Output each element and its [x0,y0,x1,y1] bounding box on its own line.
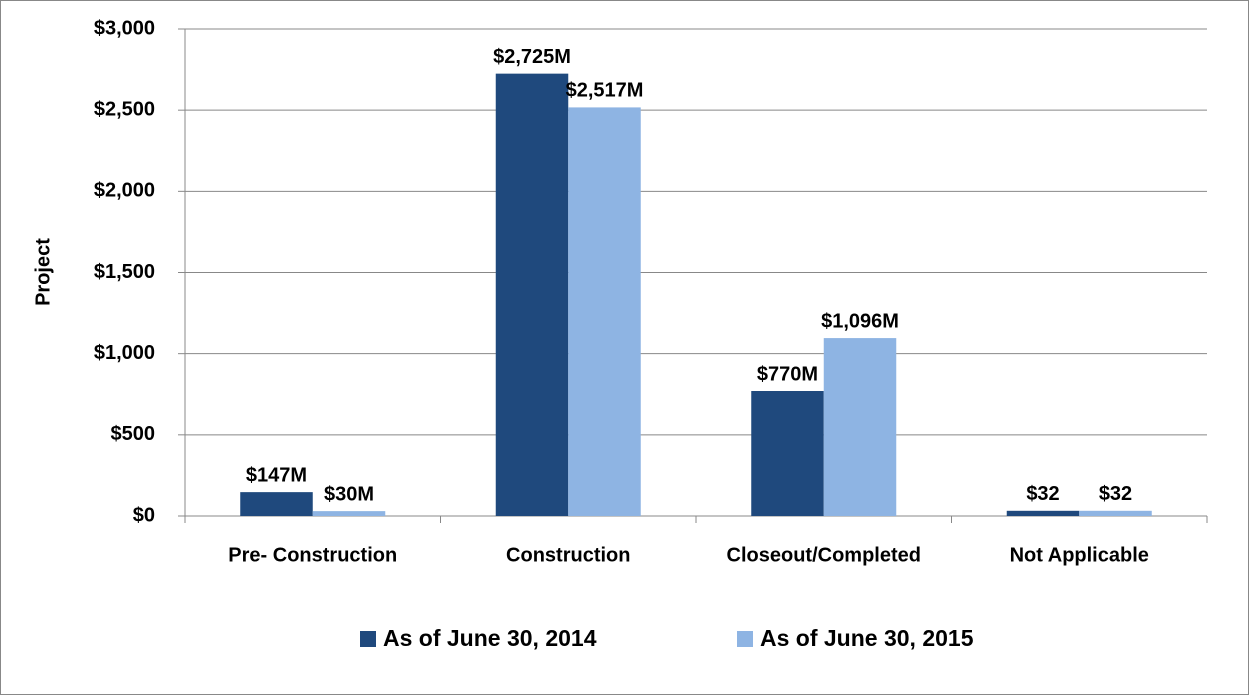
value-label: $1,096M [821,310,899,332]
y-tick-label: $1,000 [94,342,155,364]
bar [823,338,897,516]
legend-swatch [737,631,753,647]
y-tick-label: $500 [111,423,156,445]
bar [1006,510,1080,516]
y-tick-label: $3,000 [94,17,155,39]
legend-label: As of June 30, 2014 [383,625,597,651]
bar [240,492,313,516]
y-tick-label: $1,500 [94,261,155,283]
bar [751,391,824,516]
y-tick-label: $2,500 [94,98,155,120]
y-tick-label: $0 [133,504,155,526]
value-label: $2,725M [493,46,571,68]
value-label: $147M [246,464,307,486]
bar [1079,510,1152,516]
x-tick-label: Construction [506,544,630,566]
legend-swatch [360,631,376,647]
bar [495,73,569,517]
x-tick-label: Not Applicable [1010,544,1149,566]
y-tick-label: $2,000 [94,180,155,202]
y-axis-label: Project [32,238,54,306]
bar [568,107,641,517]
value-label: $770M [757,363,818,385]
value-label: $32 [1026,483,1059,505]
x-tick-label: Closeout/Completed [727,544,921,566]
legend-label: As of June 30, 2015 [760,625,974,651]
bar [312,511,386,516]
x-tick-label: Pre- Construction [228,544,397,566]
value-label: $32 [1099,483,1132,505]
value-label: $30M [324,483,374,505]
value-label: $2,517M [566,80,644,102]
